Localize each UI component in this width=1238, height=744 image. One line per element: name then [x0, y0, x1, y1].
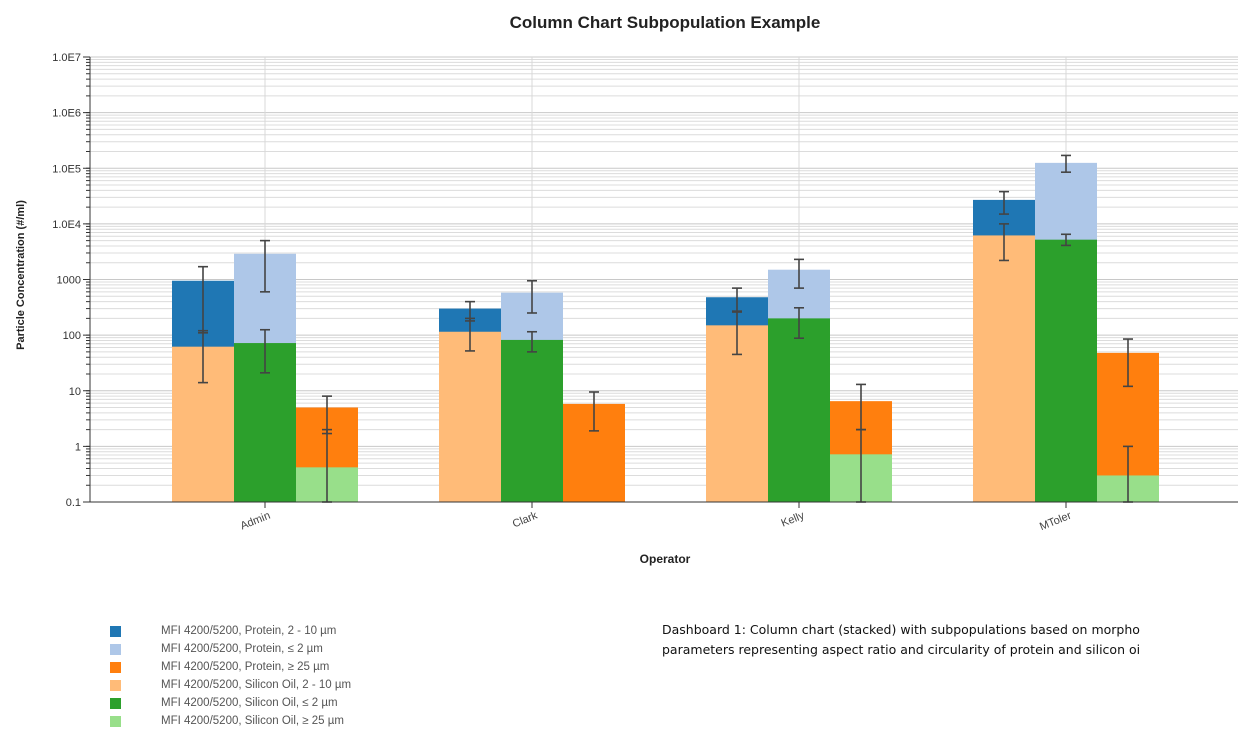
y-tick-label: 1.0E7 — [52, 52, 81, 64]
y-tick-label: 10 — [69, 386, 81, 398]
legend-label: MFI 4200/5200, Silicon Oil, 2 - 10 µm — [161, 679, 352, 691]
y-tick-label: 100 — [63, 330, 81, 342]
x-axis-ticks: Admin Clark Kelly MToler — [239, 502, 1073, 534]
y-tick-label: 0.1 — [66, 497, 81, 509]
legend-swatch — [110, 679, 121, 691]
legend-label: MFI 4200/5200, Silicon Oil, ≥ 25 µm — [161, 715, 344, 727]
legend-swatch — [110, 715, 121, 727]
y-tick-label: 1000 — [57, 275, 81, 287]
x-tick-label: Admin — [239, 510, 272, 533]
column-chart: Column Chart Subpopulation Example Parti… — [15, 13, 1238, 566]
legend-item[interactable]: MFI 4200/5200, Protein, ≤ 2 µm — [110, 640, 530, 658]
x-tick-label: MToler — [1038, 510, 1073, 534]
x-tick-label: Clark — [511, 509, 540, 530]
x-axis-label: Operator — [640, 552, 691, 566]
axes — [89, 57, 1238, 503]
chart-title: Column Chart Subpopulation Example — [510, 13, 821, 32]
legend-swatch — [110, 697, 121, 709]
y-axis-label: Particle Concentration (#/ml) — [15, 200, 27, 350]
legend-swatch — [110, 661, 121, 673]
legend-swatch — [110, 643, 121, 655]
legend-item[interactable]: MFI 4200/5200, Silicon Oil, 2 - 10 µm — [110, 676, 530, 694]
bars — [172, 162, 1159, 503]
legend-label: MFI 4200/5200, Protein, ≥ 25 µm — [161, 661, 330, 673]
x-tick-label: Kelly — [780, 509, 807, 529]
y-tick-label: 1.0E5 — [52, 163, 81, 175]
legend-label: MFI 4200/5200, Silicon Oil, ≤ 2 µm — [161, 697, 338, 709]
legend-label: MFI 4200/5200, Protein, 2 - 10 µm — [161, 625, 337, 637]
y-axis-ticks: 0.1 1 10 100 1000 1.0E4 1.0E5 1.0E6 1.0E7 — [52, 52, 90, 509]
bar — [501, 339, 563, 502]
legend-item[interactable]: MFI 4200/5200, Protein, ≥ 25 µm — [110, 658, 530, 676]
y-tick-label: 1.0E4 — [52, 219, 81, 231]
bar — [768, 318, 830, 502]
legend-item[interactable]: MFI 4200/5200, Silicon Oil, ≤ 2 µm — [110, 694, 530, 712]
legend-item[interactable]: MFI 4200/5200, Protein, 2 - 10 µm — [110, 622, 530, 640]
caption-line-1: Dashboard 1: Column chart (stacked) with… — [662, 622, 1140, 637]
legend-label: MFI 4200/5200, Protein, ≤ 2 µm — [161, 643, 323, 655]
bar — [973, 235, 1035, 502]
bar — [439, 331, 501, 502]
legend: MFI 4200/5200, Protein, 2 - 10 µm MFI 420… — [110, 622, 530, 730]
legend-item[interactable]: MFI 4200/5200, Silicon Oil, ≥ 25 µm — [110, 712, 530, 730]
legend-swatch — [110, 625, 121, 637]
dashboard-caption: Dashboard 1: Column chart (stacked) with… — [662, 620, 1238, 660]
bar — [1035, 239, 1097, 503]
y-tick-label: 1.0E6 — [52, 108, 81, 120]
caption-line-2: parameters representing aspect ratio and… — [662, 642, 1141, 657]
y-tick-label: 1 — [75, 441, 81, 453]
